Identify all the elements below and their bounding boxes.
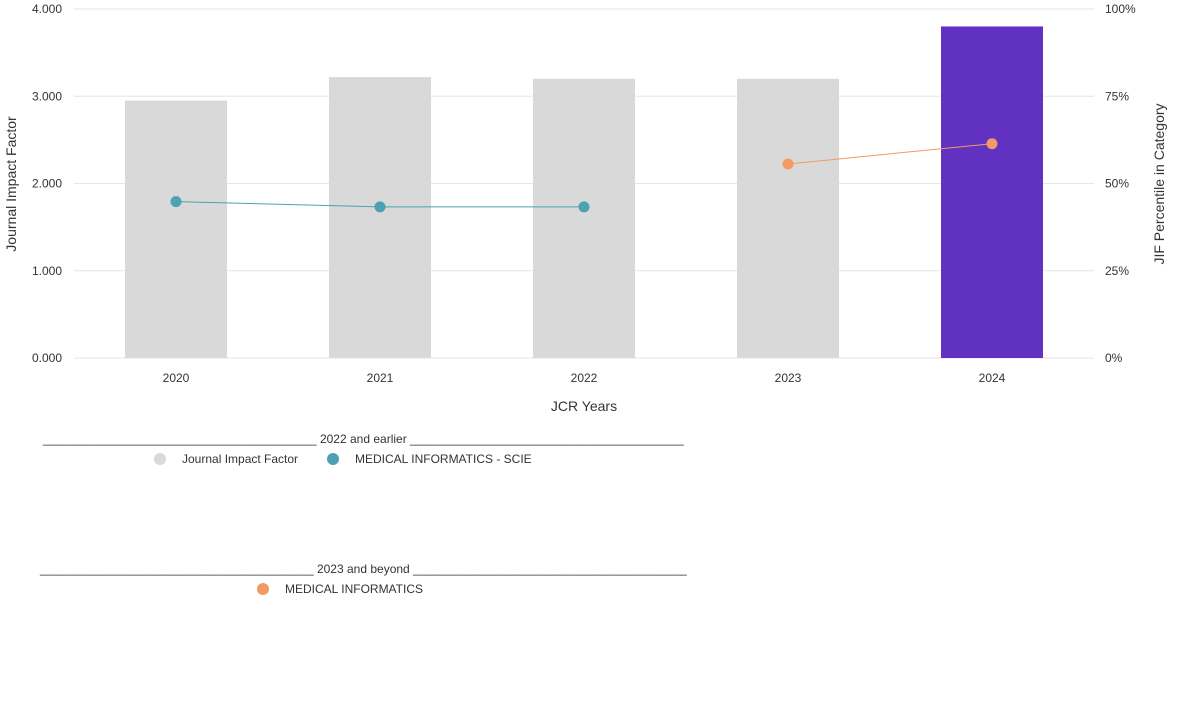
x-tick-label: 2021 xyxy=(367,371,394,385)
legend-label-medical-informatics-scie: MEDICAL INFORMATICS - SCIE xyxy=(355,452,532,466)
series-point-2023[interactable] xyxy=(782,158,794,170)
legend-row: MEDICAL INFORMATICS xyxy=(40,582,635,602)
legend-item-medical-informatics-scie[interactable]: MEDICAL INFORMATICS - SCIE xyxy=(327,452,532,466)
y-tick-label-right: 50% xyxy=(1105,177,1129,191)
x-axis-title: JCR Years xyxy=(551,398,617,414)
legend-item-jif[interactable]: Journal Impact Factor xyxy=(154,452,298,466)
legend-swatch-medical-informatics xyxy=(257,583,269,595)
legend-swatch-jif xyxy=(154,453,166,465)
series-point-2022[interactable] xyxy=(578,201,590,213)
legend-label-jif: Journal Impact Factor xyxy=(182,452,299,466)
y-tick-label-right: 75% xyxy=(1105,89,1129,103)
bar-2020[interactable] xyxy=(125,100,227,359)
x-tick-label: 2020 xyxy=(163,371,190,385)
line-group xyxy=(170,138,998,213)
legend-row: Journal Impact Factor MEDICAL INFORMATIC… xyxy=(43,452,633,472)
series-point-2021[interactable] xyxy=(374,201,386,213)
legend-header-2022-and-earlier: ________________________________________… xyxy=(43,432,684,446)
bar-2024[interactable] xyxy=(941,26,1043,358)
y-tick-label-right: 0% xyxy=(1105,351,1123,365)
series-line xyxy=(787,143,993,165)
y-tick-label-right: 25% xyxy=(1105,264,1129,278)
y-axis-title-right: JIF Percentile in Category xyxy=(1151,103,1167,264)
bar-2021[interactable] xyxy=(329,77,431,359)
bar-2023[interactable] xyxy=(737,78,839,359)
y-axis-title-left: Journal Impact Factor xyxy=(3,116,19,252)
y-tick-label-right: 100% xyxy=(1105,2,1136,16)
series-point-2024[interactable] xyxy=(986,138,998,150)
x-tick-label: 2023 xyxy=(775,371,802,385)
y-tick-label-left: 0.000 xyxy=(32,351,62,365)
legend-item-medical-informatics[interactable]: MEDICAL INFORMATICS xyxy=(257,582,423,596)
legend-label-medical-informatics: MEDICAL INFORMATICS xyxy=(285,582,424,596)
y-tick-label-left: 2.000 xyxy=(32,177,62,191)
y-tick-label-left: 4.000 xyxy=(32,2,62,16)
legend-header-2023-and-beyond: ________________________________________… xyxy=(40,562,687,576)
y-tick-label-left: 1.000 xyxy=(32,264,62,278)
legend-2023-and-beyond: ________________________________________… xyxy=(40,562,687,602)
x-tick-label: 2024 xyxy=(979,371,1006,385)
y-tick-label-left: 3.000 xyxy=(32,89,62,103)
series-point-2020[interactable] xyxy=(170,196,182,208)
legend-swatch-medical-informatics-scie xyxy=(327,453,339,465)
x-tick-label: 2022 xyxy=(571,371,598,385)
bar-group xyxy=(125,26,1043,359)
bar-2022[interactable] xyxy=(533,78,635,359)
jif-chart: Journal Impact Factor JIF Percentile in … xyxy=(3,2,1167,414)
legend-2022-and-earlier: ________________________________________… xyxy=(43,432,684,472)
axes: Journal Impact Factor JIF Percentile in … xyxy=(3,2,1167,414)
